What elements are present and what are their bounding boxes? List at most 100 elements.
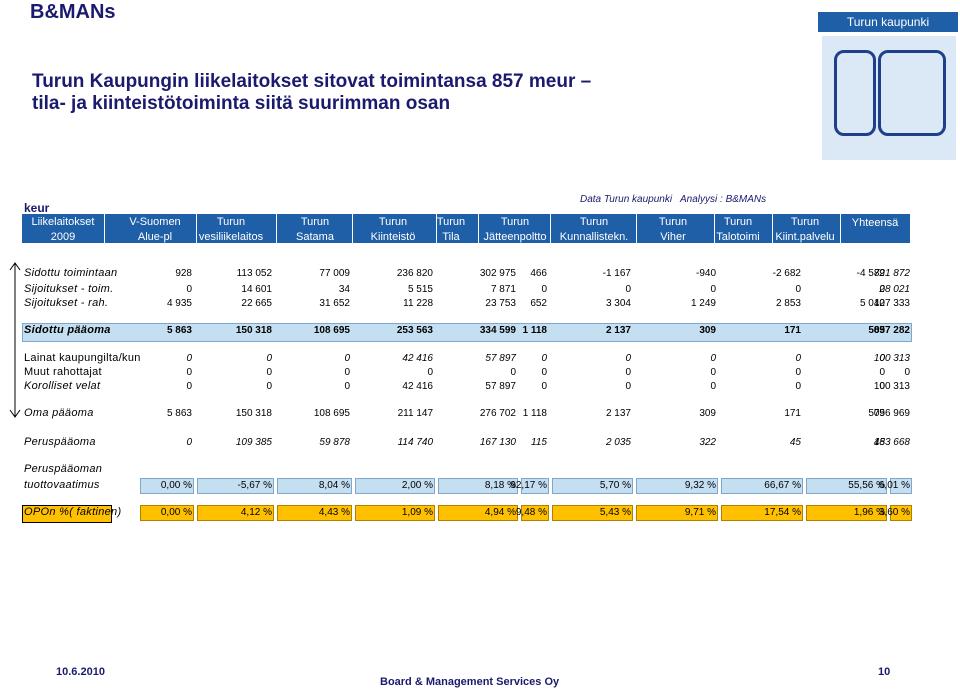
cell: 9,48 % [515,507,547,518]
cell: 22 665 [241,298,272,309]
cell: 652 [530,298,547,309]
value-box [636,505,718,521]
cell: 0 [266,381,272,392]
value-box [355,478,435,494]
cell: 8,18 % [484,480,516,491]
row-highlight [22,323,912,342]
cell: 57 897 [485,381,516,392]
row-label: Sijoitukset - rah. [24,297,109,309]
cell: 0 [625,353,631,364]
cell: 2 137 [605,325,631,336]
cell: 31 652 [319,298,350,309]
cell: 9,32 % [684,480,716,491]
source-analysis: Analyysi : B&MANs [680,194,767,205]
column-header: Turun [216,216,246,228]
value-box [721,505,803,521]
row-label: Sidottu toimintaan [24,267,118,279]
cell: 466 [530,268,547,279]
arrow [9,262,21,418]
cell: 334 599 [479,325,516,336]
cell: 0 [625,284,631,295]
cell: 0 [186,381,192,392]
decor-panel [822,36,956,160]
decor-shape [878,50,946,136]
cell: 18 [873,437,885,448]
cell: 0 [625,381,631,392]
cell: 5 863 [166,408,192,419]
cell: 309 [699,408,716,419]
footer-page: 10 [878,666,891,678]
cell: 0 [625,367,631,378]
cell: 171 [784,325,801,336]
cell: 0 [795,353,801,364]
cell: 322 [699,437,716,448]
cell: 509 [868,325,885,336]
row-label: Muut rahottajat [24,366,102,378]
cell: 77 009 [319,268,350,279]
cell: 57 897 [485,353,516,364]
header-divider [478,214,479,243]
header-divider [772,214,773,243]
value-box [197,505,274,521]
cell: 3,60 % [878,507,910,518]
header-divider [436,214,437,243]
row-label: tuottovaatimus [24,479,100,491]
cell: 4,12 % [240,507,272,518]
cell: -2 682 [772,268,801,279]
value-box [277,478,352,494]
value-box [355,505,435,521]
cell: 1 118 [522,408,547,419]
value-box [140,478,194,494]
header-divider [196,214,197,243]
cell: 5 042 [859,298,885,309]
cell: 8,04 % [318,480,350,491]
cell: 150 318 [235,408,272,419]
cell: 3 304 [605,298,631,309]
header-divider [276,214,277,243]
column-header: Kiint.palvelu [775,231,835,243]
cell: 109 385 [235,437,272,448]
column-header: Turun [300,216,330,228]
cell: -1 167 [602,268,631,279]
value-box [277,505,352,521]
cell: 107 333 [873,298,910,309]
column-header: Turun [500,216,530,228]
cell: 92,17 % [510,480,547,491]
cell: -940 [695,268,716,279]
cell: 114 740 [397,437,433,448]
value-box [721,478,803,494]
cell: 236 820 [396,268,433,279]
cell: 928 [175,268,192,279]
value-box [438,505,518,521]
column-header: Turun [658,216,688,228]
cell: 0 [427,367,433,378]
footer-company: Board & Management Services Oy [380,676,560,688]
cell: 756 969 [873,408,910,419]
cell: 1 249 [690,298,716,309]
cell: 857 282 [873,325,910,336]
cell: 6,01 % [878,480,910,491]
row-label: Peruspääoma [24,436,96,448]
column-header: Turun [723,216,753,228]
header-divider [714,214,715,243]
cell: 23 753 [485,298,516,309]
cell: 0 [510,367,516,378]
cell: 276 702 [479,408,516,419]
cell: 113 052 [236,268,272,279]
cell: 0 [879,367,885,378]
unit: keur [24,201,50,215]
column-header: Turun [436,216,466,228]
cell: 0 [710,353,716,364]
header-divider [352,214,353,243]
cell: 309 [699,325,716,336]
cell: 0 [186,437,192,448]
cell: 4,94 % [484,507,516,518]
cell: 14 601 [241,284,272,295]
column-header: Alue-pl [137,231,173,243]
row-label: Korolliset velat [24,380,101,392]
cell: 0 [344,367,350,378]
row-label: Oma pääoma [24,407,94,419]
column-header: Turun [579,216,609,228]
cell: 0 [541,381,547,392]
